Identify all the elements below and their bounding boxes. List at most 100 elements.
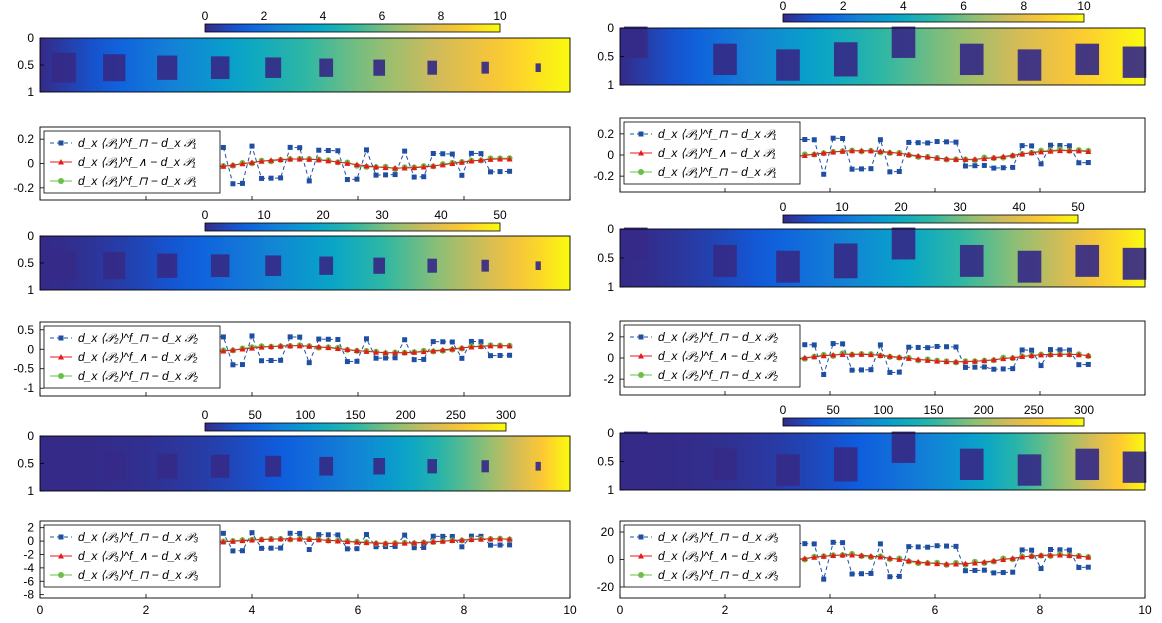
point-blue bbox=[354, 358, 360, 364]
point-red bbox=[830, 351, 837, 358]
point-red bbox=[943, 155, 950, 162]
point-blue bbox=[840, 540, 846, 546]
legend-label: d_x ⟨𝒫₃⟩^f_⊓ − d_x 𝒫₃ bbox=[658, 530, 778, 544]
y-tick-label: 0 bbox=[27, 229, 34, 243]
point-blue bbox=[306, 360, 312, 366]
point-red bbox=[1066, 552, 1073, 558]
heatmap-left-2: 00.51 bbox=[17, 229, 571, 297]
point-red bbox=[449, 537, 456, 544]
point-red bbox=[867, 147, 874, 154]
point-red bbox=[268, 343, 275, 349]
point-red bbox=[268, 536, 275, 542]
point-blue bbox=[220, 334, 226, 340]
point-red bbox=[506, 155, 513, 162]
obstacle-square bbox=[891, 431, 916, 463]
point-blue bbox=[915, 544, 921, 550]
point-blue bbox=[811, 137, 817, 143]
legend-label: d_x ⟨𝒫₂⟩^f_⊓ − d_x 𝒫₂ bbox=[658, 368, 778, 382]
point-blue bbox=[268, 545, 274, 551]
point-blue bbox=[915, 344, 921, 350]
colorbar-tick-label: 4 bbox=[320, 9, 327, 23]
colorbar-tick-label: 0 bbox=[202, 9, 209, 23]
y-tick-label: -6 bbox=[23, 574, 34, 588]
point-red bbox=[363, 348, 370, 354]
legend-label: d_x ⟨𝒫₃⟩^f_∧ − d_x 𝒫₃ bbox=[658, 549, 778, 563]
legend-label: d_x ⟨𝒫₁⟩^f_∧ − d_x 𝒫₁ bbox=[658, 146, 776, 160]
point-red bbox=[990, 154, 997, 161]
colorbar-tick-label: 250 bbox=[446, 408, 466, 422]
error-panel-right-2: 2 0 -2 d_x ⟨𝒫₂⟩^f_⊓ − d_x 𝒫₂ d_x ⟨𝒫₂⟩^f_∧ − … bbox=[603, 320, 1146, 396]
legend-box bbox=[43, 524, 221, 588]
colorbar-tick-label: 10 bbox=[493, 9, 507, 23]
y-tick-label: -0.2 bbox=[593, 169, 614, 183]
point-red bbox=[905, 355, 912, 361]
point-red bbox=[896, 556, 903, 562]
point-red bbox=[811, 554, 818, 560]
legend: d_x ⟨𝒫₁⟩^f_⊓ − d_x 𝒫₁ d_x ⟨𝒫₁⟩^f_∧ − d_x … bbox=[623, 121, 801, 185]
y-tick-label: 0 bbox=[27, 342, 34, 356]
colorbar-tick-label: 0 bbox=[780, 200, 787, 214]
point-blue bbox=[944, 344, 950, 350]
point-blue bbox=[507, 542, 513, 548]
point-red bbox=[420, 163, 427, 170]
colorbar-tick-label: 200 bbox=[396, 408, 416, 422]
colorbar-left-1: 0 2 4 6 8 10 bbox=[202, 9, 507, 33]
obstacle-square bbox=[776, 49, 800, 81]
point-red bbox=[449, 345, 456, 352]
point-blue bbox=[1000, 165, 1006, 171]
point-red bbox=[258, 536, 265, 543]
point-blue bbox=[259, 175, 265, 181]
point-red bbox=[277, 342, 284, 349]
point-red bbox=[1009, 555, 1016, 561]
point-red bbox=[990, 356, 997, 363]
point-red bbox=[401, 349, 408, 356]
point-blue bbox=[478, 151, 484, 157]
obstacle-square bbox=[713, 448, 737, 481]
point-red bbox=[411, 539, 418, 546]
y-tick-label: 0.5 bbox=[17, 457, 34, 471]
legend: d_x ⟨𝒫₃⟩^f_⊓ − d_x 𝒫₃ d_x ⟨𝒫₃⟩^f_∧ − d_x … bbox=[623, 524, 801, 588]
obstacle-square bbox=[891, 26, 916, 58]
point-red bbox=[896, 150, 903, 156]
point-blue bbox=[363, 531, 369, 537]
point-blue bbox=[953, 344, 959, 350]
point-red bbox=[382, 349, 389, 356]
point-blue bbox=[1010, 366, 1016, 372]
point-red bbox=[439, 346, 446, 353]
colorbar-gradient bbox=[782, 13, 1085, 23]
point-red bbox=[1009, 152, 1016, 158]
y-tick-label: 0.2 bbox=[597, 127, 614, 141]
obstacle-square bbox=[157, 253, 178, 278]
obstacle-square bbox=[833, 243, 858, 279]
point-blue bbox=[402, 532, 408, 538]
point-red bbox=[1047, 551, 1054, 558]
legend-marker bbox=[638, 553, 644, 559]
point-red bbox=[801, 354, 808, 361]
point-blue bbox=[1057, 547, 1063, 553]
y-tick-label: 0 bbox=[607, 222, 614, 236]
legend-marker bbox=[638, 572, 644, 578]
point-blue bbox=[1019, 547, 1025, 553]
y-tick-label: 0 bbox=[27, 31, 34, 45]
point-blue bbox=[383, 172, 389, 178]
colorbar-right-2: 0 10 20 30 40 50 bbox=[780, 200, 1085, 224]
y-tick-label: 2 bbox=[607, 330, 614, 344]
point-red bbox=[830, 148, 837, 155]
y-tick-label: 20 bbox=[601, 525, 615, 539]
point-red bbox=[1009, 354, 1016, 361]
point-red bbox=[1028, 352, 1035, 359]
legend: d_x ⟨𝒫₁⟩^f_⊓ − d_x 𝒫₁ d_x ⟨𝒫₁⟩^f_∧ − d_x … bbox=[43, 130, 221, 194]
colorbar-tick-label: 40 bbox=[434, 208, 448, 222]
point-blue bbox=[849, 571, 855, 577]
point-blue bbox=[1076, 564, 1082, 570]
legend-marker bbox=[58, 159, 64, 165]
point-red bbox=[896, 354, 903, 360]
point-red bbox=[1085, 554, 1092, 560]
y-tick-label: 0 bbox=[607, 553, 614, 567]
legend-marker bbox=[638, 334, 644, 340]
point-blue bbox=[239, 548, 245, 554]
legend-label: d_x ⟨𝒫₂⟩^f_∧ − d_x 𝒫₂ bbox=[658, 349, 778, 363]
colorbar-tick-label: 150 bbox=[345, 408, 365, 422]
point-blue bbox=[1019, 143, 1025, 149]
point-red bbox=[962, 156, 969, 162]
